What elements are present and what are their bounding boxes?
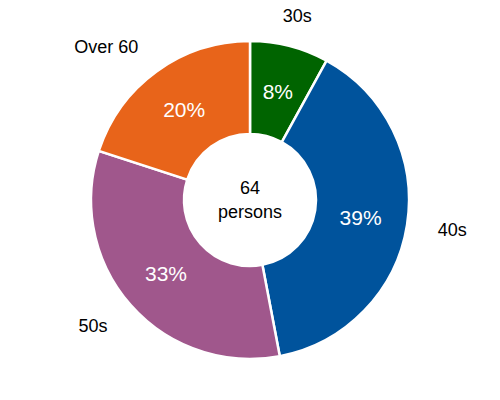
category-label: 50s [78, 316, 107, 336]
chart: 8% 39% 33% 20% 30s 40s 50s Over 60 64 persons [0, 0, 500, 400]
category-label: Over 60 [74, 37, 138, 57]
data-label: 39% [340, 206, 382, 229]
category-label: 40s [438, 220, 467, 240]
center-text: persons [218, 202, 282, 222]
donut: 8% 39% 33% 20% 30s 40s 50s Over 60 64 persons [74, 6, 466, 359]
data-label: 8% [263, 80, 293, 103]
category-label: 30s [283, 6, 312, 26]
slice [99, 41, 250, 180]
data-label: 33% [145, 262, 187, 285]
data-label: 20% [163, 98, 205, 121]
center-total: 64 [240, 178, 260, 198]
slice [91, 151, 280, 359]
slice [262, 61, 409, 357]
